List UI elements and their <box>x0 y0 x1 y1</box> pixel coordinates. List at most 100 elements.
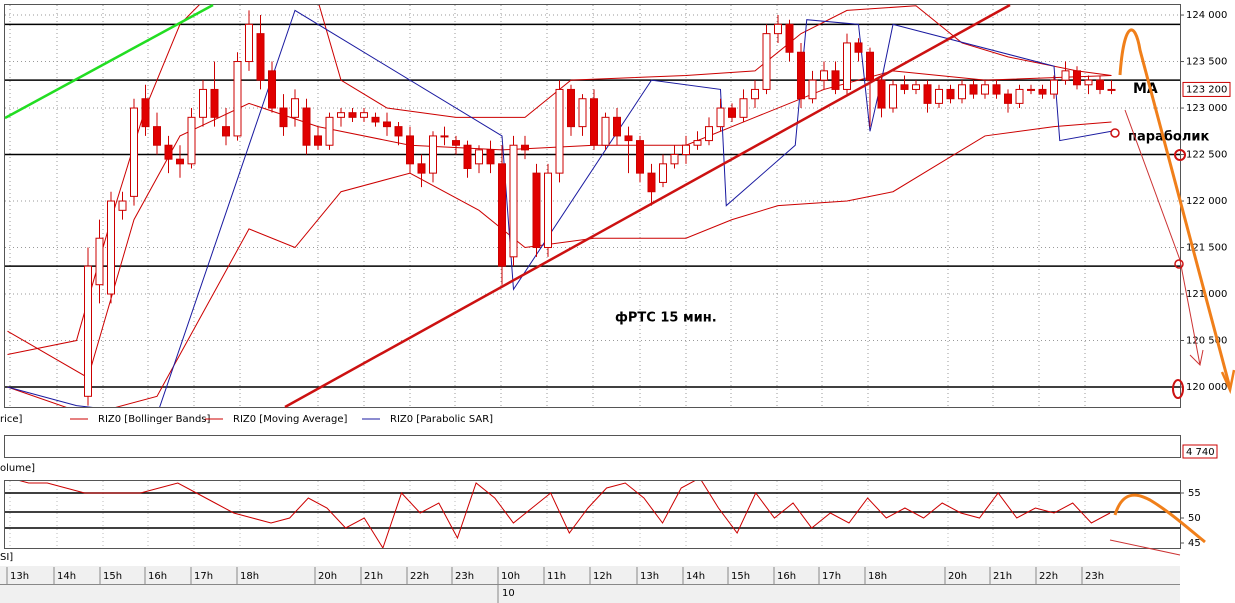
time-label: 22h <box>410 571 429 582</box>
time-label: 20h <box>318 571 337 582</box>
candle-body <box>107 200 115 295</box>
candle-body <box>130 107 138 197</box>
level-marker <box>1174 259 1184 269</box>
rsi-line <box>19 481 1111 548</box>
candle-body <box>394 126 403 137</box>
candle-body <box>877 79 886 109</box>
candle-body <box>383 121 391 128</box>
candle-body <box>1004 93 1012 104</box>
candle-body <box>728 107 736 118</box>
candle-body <box>118 200 127 211</box>
candle-body <box>992 84 1001 95</box>
candle-body <box>854 42 863 53</box>
candle-body <box>406 135 414 165</box>
y-tick-label: 122 500 <box>1186 150 1227 161</box>
candle-body <box>705 126 713 142</box>
candle-body <box>164 144 173 160</box>
rsi-plot <box>5 481 1180 548</box>
price-plot <box>5 5 1180 407</box>
candle-body <box>141 98 150 128</box>
candle-body <box>233 61 242 137</box>
time-label: 16h <box>148 571 167 582</box>
rsi-label: SI] <box>0 552 13 563</box>
candle-body <box>1107 88 1116 91</box>
candle-body <box>774 23 782 35</box>
candle-body <box>1027 88 1035 91</box>
y-tick-label: 123 500 <box>1186 57 1227 68</box>
forecast-arrow <box>1118 28 1232 389</box>
candle-body <box>95 237 104 286</box>
candle-body <box>417 163 426 174</box>
rsi-tick-label: 55 <box>1188 488 1201 499</box>
candle-body <box>555 88 564 174</box>
candle-body <box>693 140 702 146</box>
candle-body <box>843 42 851 90</box>
y-tick-label: 121 000 <box>1186 289 1227 300</box>
candle-body <box>820 70 828 81</box>
time-label: 18h <box>868 571 887 582</box>
candle-body <box>256 33 265 81</box>
candle-body <box>498 163 506 267</box>
candle-body <box>935 88 943 104</box>
y-tick-label: 122 000 <box>1186 196 1227 207</box>
candle-body <box>1084 79 1093 86</box>
time-label: 10h <box>501 571 520 582</box>
candle-body <box>371 116 380 123</box>
candle-body <box>475 149 483 165</box>
sar-note: параболик <box>1128 130 1209 145</box>
red-trendline <box>284 3 1011 409</box>
candle-body <box>613 116 621 137</box>
time-label: 17h <box>822 571 841 582</box>
candle-body <box>900 84 909 90</box>
green-trendline <box>4 3 214 120</box>
candle-body <box>176 158 184 165</box>
candle-body <box>1073 70 1081 86</box>
ma-note: МА <box>1133 81 1158 97</box>
candle-body <box>958 84 966 100</box>
candle-body <box>452 140 460 146</box>
red-arrow-head <box>1189 349 1204 367</box>
candle-body <box>866 51 874 81</box>
candle-body <box>785 23 794 53</box>
last-price-label: 123 200 <box>1186 84 1227 95</box>
candle-body <box>544 172 552 249</box>
candle-body <box>532 172 541 249</box>
volume-label: olume] <box>0 463 35 474</box>
candle-body <box>601 116 610 146</box>
date-label: 10 <box>502 588 515 599</box>
volume-last-label: 4 740 <box>1186 447 1215 458</box>
time-label: 23h <box>1085 571 1104 582</box>
candle-body <box>1015 88 1024 104</box>
rsi-red-arrow <box>1109 539 1181 556</box>
y-tick-label: 124 000 <box>1186 10 1227 21</box>
y-tick-label: 120 500 <box>1186 336 1227 347</box>
candle-body <box>348 112 357 118</box>
time-label: 13h <box>640 571 659 582</box>
candle-body <box>797 51 805 100</box>
time-label: 17h <box>194 571 213 582</box>
candle-body <box>463 144 472 169</box>
candle-body <box>808 79 817 100</box>
candle-body <box>1061 70 1070 81</box>
candle-body <box>314 135 322 146</box>
rsi-forecast-arrow <box>1113 493 1206 544</box>
candle-body <box>222 126 230 137</box>
candle-body <box>716 107 725 128</box>
bollinger-upper <box>7 5 1112 355</box>
legend-entry: RIZ0 [Parabolic SAR] <box>390 414 493 425</box>
time-label: 11h <box>547 571 566 582</box>
candle-body <box>682 144 690 156</box>
candle-body <box>210 88 219 118</box>
time-label: 13h <box>10 571 29 582</box>
candle-body <box>337 112 345 118</box>
candle-body <box>751 88 759 100</box>
candle-body <box>509 144 518 258</box>
time-label: 15h <box>731 571 750 582</box>
candle-body <box>187 116 196 165</box>
time-label: 15h <box>103 571 122 582</box>
time-label: 12h <box>593 571 612 582</box>
candle-body <box>969 84 978 95</box>
chart-annotation: фРТС 15 мин. <box>615 311 717 326</box>
candle-body <box>946 88 955 100</box>
